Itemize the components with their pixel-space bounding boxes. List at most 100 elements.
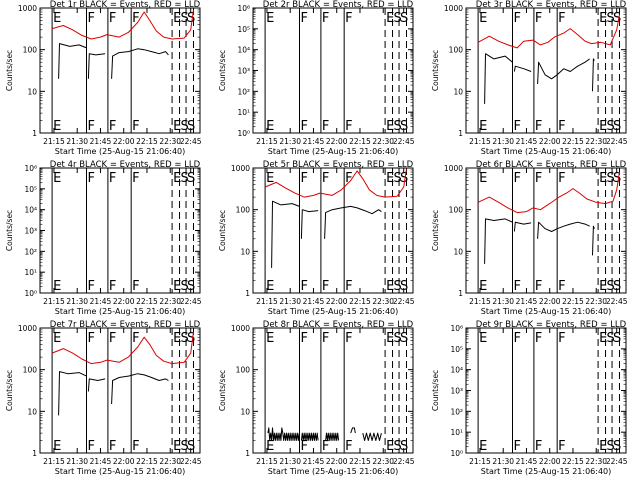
event-marker-label-top: F <box>301 171 308 186</box>
y-tick-label: 10³ <box>237 67 250 76</box>
event-marker-label-bottom: E <box>53 279 61 294</box>
x-tick-label: 21:45 <box>303 457 325 466</box>
plot-frame <box>465 7 627 134</box>
y-axis-label: Counts/sec <box>218 370 227 411</box>
y-tick-label: 100 <box>236 366 251 375</box>
event-marker-label-bottom: E <box>386 119 394 134</box>
y-tick-label: 10⁰ <box>24 289 37 298</box>
y-tick-label: 1 <box>458 129 463 138</box>
panel-title: Det 7r BLACK = Events, RED = LLD <box>50 320 201 330</box>
event-marker-label-bottom: F <box>322 279 329 294</box>
event-marker-label-bottom: F <box>345 119 352 134</box>
event-marker-label-top: F <box>535 331 542 346</box>
events-series-line <box>87 53 106 79</box>
x-tick-label: 21:15 <box>256 137 278 146</box>
event-marker-label-top: E <box>599 171 607 186</box>
event-marker-label-bottom: S <box>613 439 621 454</box>
y-tick-label: 10² <box>24 247 37 256</box>
event-marker-label-top: S <box>607 171 615 186</box>
chart-panel-2: Det 2r BLACK = Events, RED = LLD 10⁰ 10¹ 10… <box>218 0 415 156</box>
x-tick-label: 22:15 <box>562 297 584 306</box>
x-tick-label: 21:45 <box>516 137 538 146</box>
lld-series-line <box>477 171 620 214</box>
y-tick-label: 10⁰ <box>450 449 463 458</box>
x-axis-label: Start Time (25-Aug-15 21:06:40) <box>55 147 186 156</box>
events-series-line <box>362 432 382 441</box>
y-tick-label: 1 <box>458 289 463 298</box>
x-tick-label: 22:30 <box>585 457 607 466</box>
event-marker-label-top: F <box>132 171 139 186</box>
event-marker-label-bottom: F <box>301 119 308 134</box>
panel-title: Det 8r BLACK = Events, RED = LLD <box>263 320 414 330</box>
x-tick-label: 22:30 <box>585 137 607 146</box>
x-tick-label: 22:00 <box>539 457 561 466</box>
y-tick-label: 10³ <box>24 227 37 236</box>
x-tick-label: 22:00 <box>113 137 135 146</box>
event-marker-label-bottom: E <box>599 439 607 454</box>
y-tick-label: 1000 <box>18 4 37 13</box>
x-tick-label: 22:00 <box>326 297 348 306</box>
x-tick-label: 21:15 <box>43 137 65 146</box>
plot-frame <box>465 167 627 294</box>
events-series-line <box>325 432 340 441</box>
event-marker-label-top: E <box>53 11 61 26</box>
x-tick-label: 22:45 <box>393 297 415 306</box>
x-tick-label: 22:15 <box>349 137 371 146</box>
y-tick-label: 1 <box>32 449 37 458</box>
event-marker-label-bottom: E <box>173 439 181 454</box>
y-axis-label: Counts/sec <box>5 370 14 411</box>
y-tick-label: 10² <box>237 87 250 96</box>
event-marker-label-bottom: S <box>607 279 615 294</box>
x-tick-label: 21:45 <box>516 297 538 306</box>
y-tick-label: 10¹ <box>237 108 250 117</box>
x-tick-label: 22:00 <box>539 297 561 306</box>
event-marker-label-bottom: E <box>173 119 181 134</box>
y-axis-label: Counts/sec <box>218 50 227 91</box>
event-marker-label-bottom: F <box>558 439 565 454</box>
event-marker-label-top: S <box>394 171 402 186</box>
event-marker-label-top: F <box>514 331 521 346</box>
x-tick-label: 22:15 <box>562 137 584 146</box>
y-tick-label: 10⁵ <box>450 345 463 354</box>
event-marker-label-top: E <box>479 171 487 186</box>
x-tick-label: 22:45 <box>606 137 628 146</box>
event-marker-label-bottom: E <box>53 439 61 454</box>
event-marker-label-top: F <box>345 11 352 26</box>
event-marker-label-bottom: S <box>394 279 402 294</box>
event-marker-label-bottom: S <box>400 439 408 454</box>
plot-frame <box>39 7 201 134</box>
x-axis-label: Start Time (25-Aug-15 21:06:40) <box>268 307 399 316</box>
y-axis-label: Counts/sec <box>431 370 440 411</box>
x-tick-label: 22:00 <box>326 457 348 466</box>
y-tick-label: 10⁴ <box>237 46 250 55</box>
panel-title: Det 6r BLACK = Events, RED = LLD <box>476 160 627 170</box>
event-marker-label-top: E <box>386 331 394 346</box>
event-marker-label-bottom: F <box>514 119 521 134</box>
x-axis-label: Start Time (25-Aug-15 21:06:40) <box>481 307 612 316</box>
x-tick-label: 21:30 <box>492 457 514 466</box>
x-tick-label: 21:45 <box>90 137 112 146</box>
events-series-line <box>271 200 300 268</box>
events-series-line <box>111 48 169 79</box>
event-marker-label-top: F <box>322 11 329 26</box>
event-marker-label-top: E <box>266 331 274 346</box>
x-axis-label: Start Time (25-Aug-15 21:06:40) <box>481 467 612 476</box>
event-marker-label-top: E <box>479 331 487 346</box>
chart-panel-3: Det 3r BLACK = Events, RED = LLD 1 10 100 10… <box>431 0 628 156</box>
event-marker-label-top: F <box>558 331 565 346</box>
y-tick-label: 10³ <box>450 387 463 396</box>
event-marker-label-bottom: F <box>88 439 95 454</box>
event-marker-label-top: F <box>301 331 308 346</box>
event-marker-label-bottom: F <box>535 119 542 134</box>
x-tick-label: 22:15 <box>349 297 371 306</box>
events-series-line <box>537 221 590 239</box>
x-tick-label: 21:15 <box>469 297 491 306</box>
y-tick-label: 10 <box>240 247 250 256</box>
event-marker-label-bottom: S <box>181 439 189 454</box>
event-marker-label-bottom: F <box>132 119 139 134</box>
events-series-line <box>484 53 513 104</box>
event-marker-label-top: E <box>479 11 487 26</box>
y-tick-label: 10 <box>453 87 463 96</box>
